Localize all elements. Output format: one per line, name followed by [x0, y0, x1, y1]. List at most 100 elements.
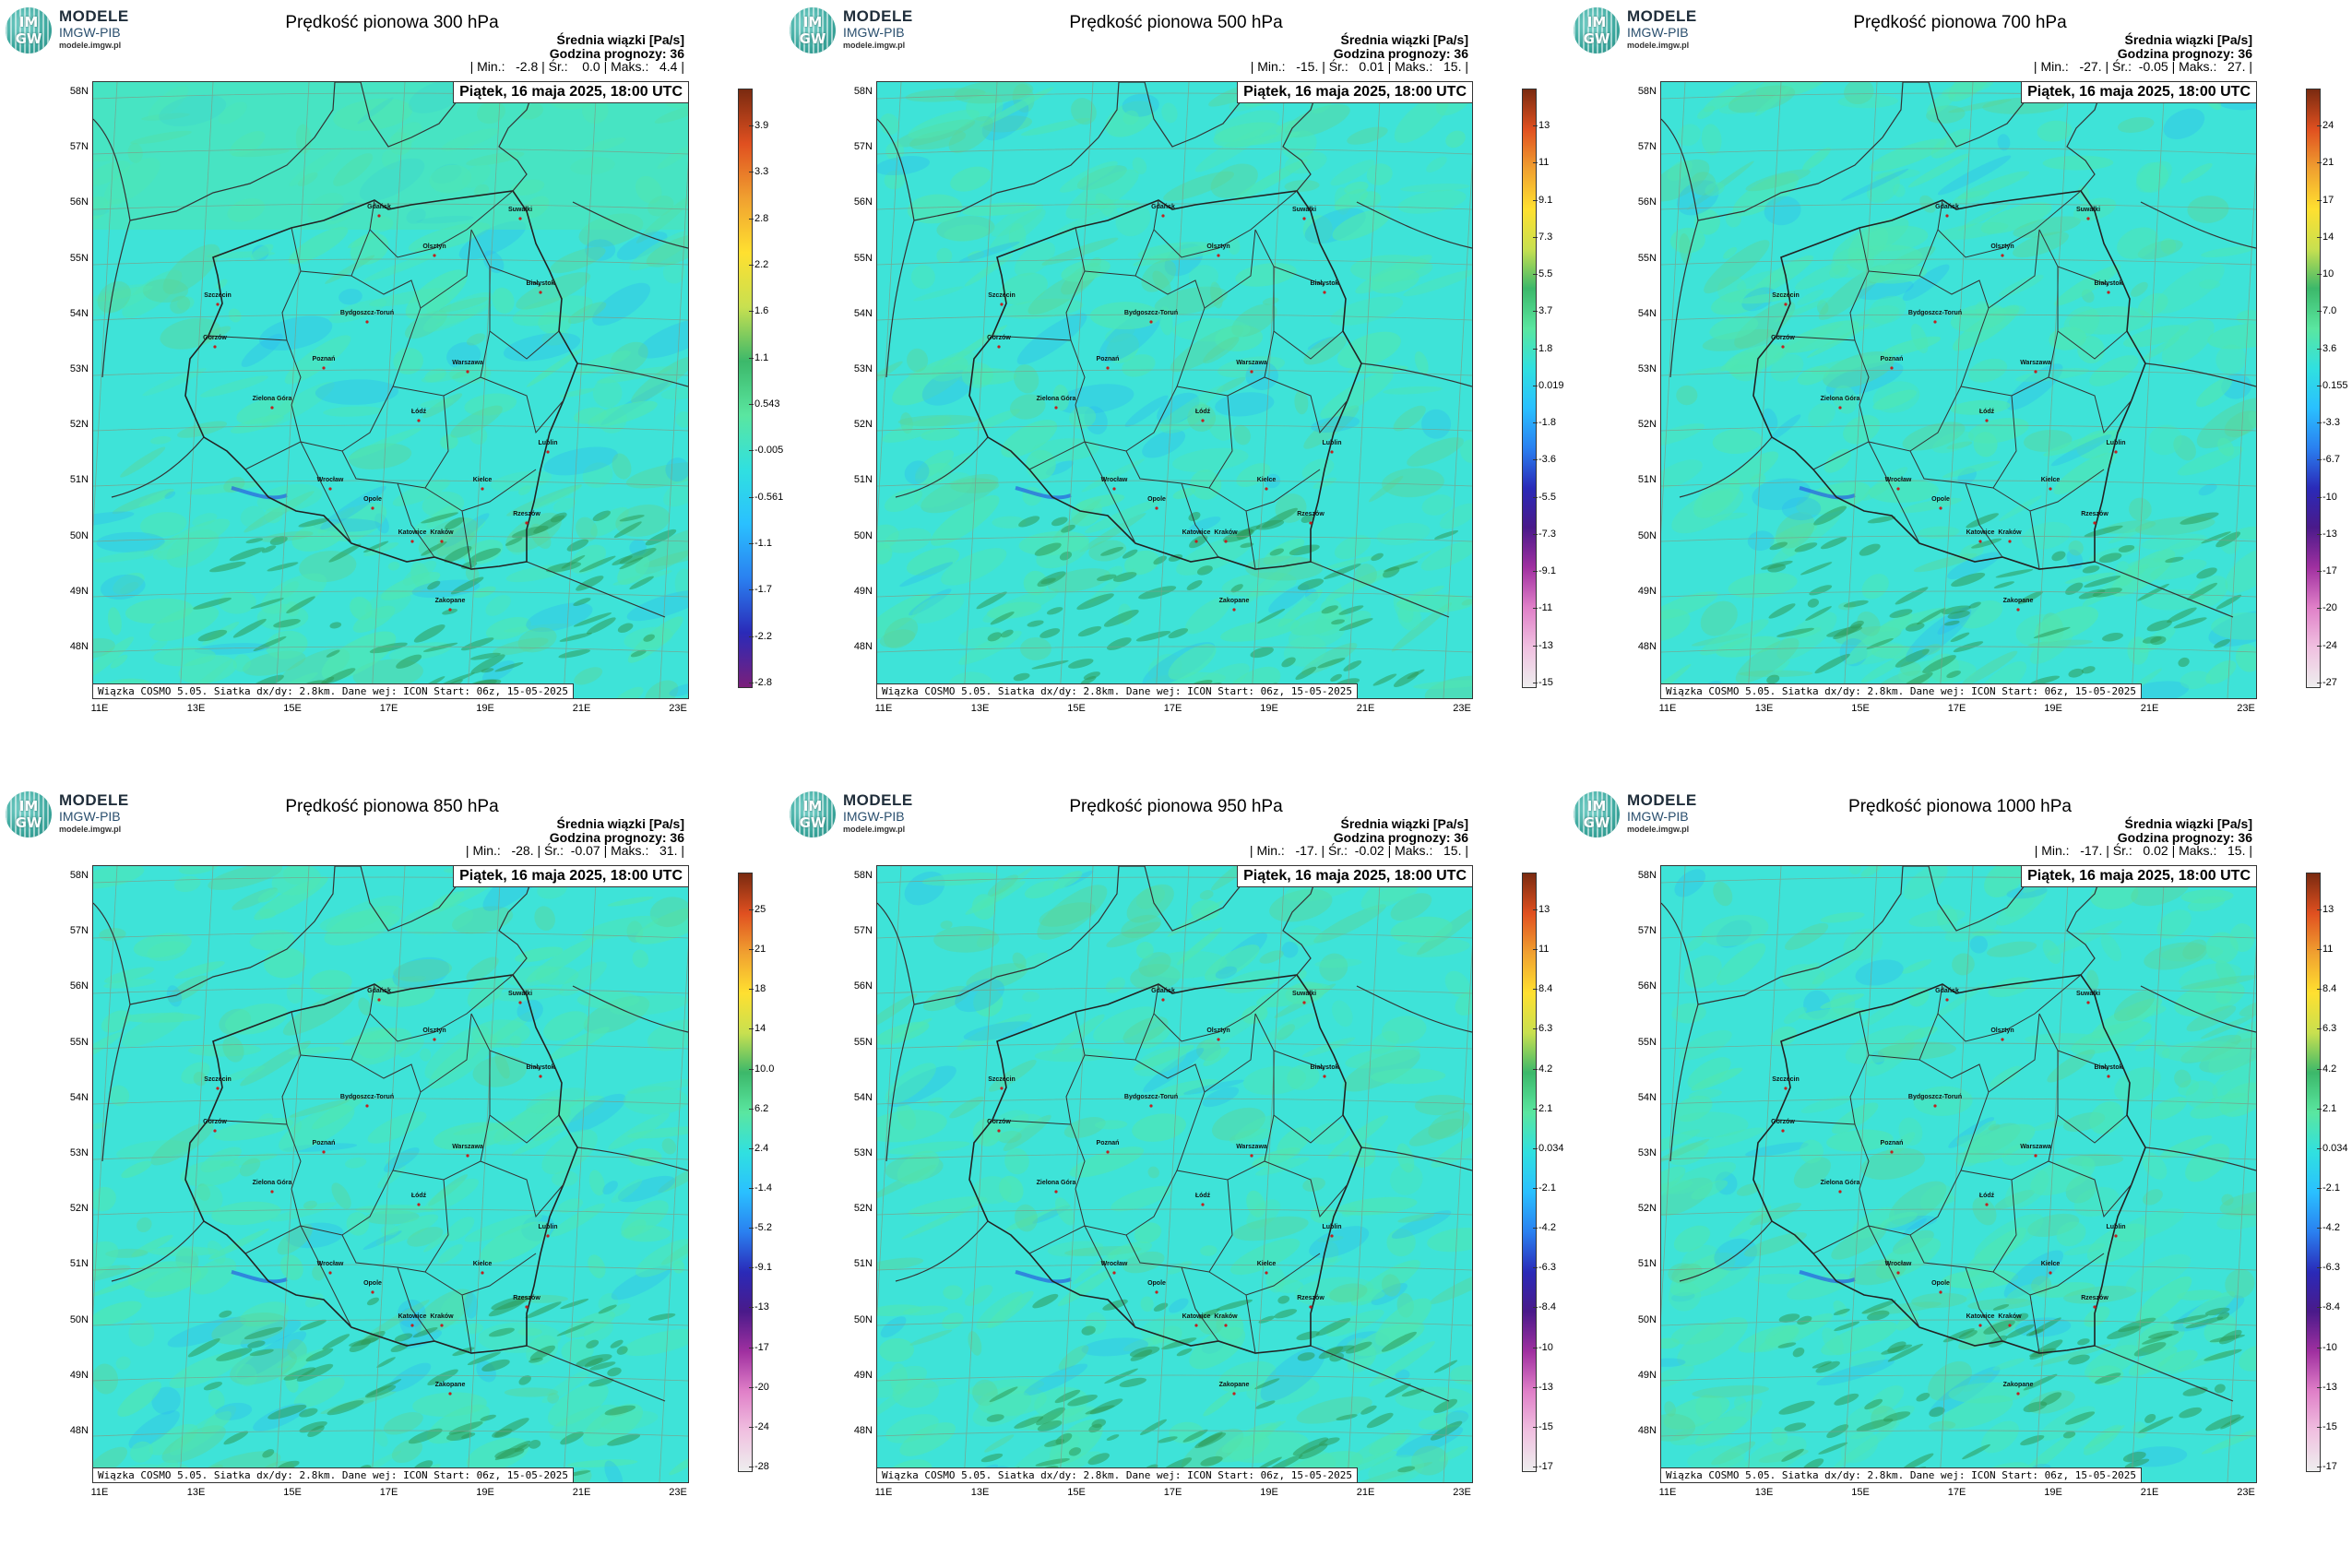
colorbar-tick-mark — [749, 1228, 754, 1229]
model-credit: Wiązka COSMO 5.05. Siatka dx/dy: 2.8km. … — [1661, 1467, 2142, 1482]
colorbar-tick-label: 2.1 — [1538, 1102, 1553, 1114]
logo-url: modele.imgw.pl — [843, 41, 906, 50]
city-label: Gdańsk — [367, 204, 391, 210]
colorbar — [738, 89, 753, 688]
colorbar-tick-label: -1.8 — [1538, 417, 1556, 429]
city-label: Kraków — [430, 529, 454, 536]
latitude-label: 58N — [1637, 86, 1657, 97]
city-marker — [2107, 1075, 2110, 1078]
logo-url: modele.imgw.pl — [843, 825, 906, 834]
colorbar-tick-mark — [2317, 199, 2322, 201]
city-label: Gdańsk — [1151, 204, 1175, 210]
colorbar-tick-mark — [1533, 1267, 1538, 1269]
logo-stripes — [6, 791, 52, 837]
valid-time-box: Piątek, 16 maja 2025, 18:00 UTC — [453, 82, 688, 103]
latitude-label: 53N — [1637, 363, 1657, 374]
latitude-label: 57N — [853, 925, 873, 937]
model-credit: Wiązka COSMO 5.05. Siatka dx/dy: 2.8km. … — [93, 1467, 574, 1482]
city-marker — [1112, 1271, 1116, 1275]
city-marker — [322, 366, 326, 370]
latitude-label: 58N — [1637, 870, 1657, 881]
city-marker — [216, 1087, 220, 1090]
logo-mark: IM GW — [15, 14, 42, 47]
latitude-label: 57N — [69, 141, 89, 153]
latitude-label: 53N — [69, 1147, 89, 1158]
colorbar-tick-mark — [2317, 1147, 2322, 1149]
city-marker — [525, 1305, 529, 1309]
colorbar — [2306, 89, 2321, 688]
latitude-label: 57N — [853, 141, 873, 153]
stats-line: | Min.: -28. | Śr.: -0.07 | Maks.: 31. | — [465, 843, 684, 858]
colorbar-tick-mark — [2317, 422, 2322, 424]
map-area: Gdańsk Olsztyn Suwałki Białystok Szczecin Byd… — [1660, 81, 2257, 699]
city-marker — [1939, 506, 1942, 510]
colorbar-tick-label: -2.1 — [2322, 1182, 2340, 1194]
colorbar-tick-label: 7.3 — [1538, 231, 1553, 243]
colorbar — [738, 873, 753, 1472]
colorbar-tick-mark — [2317, 236, 2322, 238]
map-area: Gdańsk Olsztyn Suwałki Białystok Szczecin Byd… — [92, 865, 689, 1483]
city-label: Białystok — [1310, 280, 1338, 287]
latitude-label: 54N — [853, 307, 873, 319]
colorbar-tick-label: 0.034 — [1538, 1142, 1564, 1154]
city-label: Gorzów — [987, 335, 1011, 341]
colorbar-tick-label: -15 — [2322, 1420, 2337, 1432]
city-marker — [546, 1234, 550, 1238]
city-label: Kielce — [2041, 1261, 2061, 1267]
colorbar-tick-label: 13 — [1538, 904, 1550, 915]
map-panel: IM GW MODELE IMGW-PIB modele.imgw.pl Prędkoś… — [0, 784, 784, 1568]
city-marker — [2107, 291, 2110, 294]
city-marker — [1217, 254, 1220, 257]
colorbar-tick-mark — [2317, 496, 2322, 498]
city-label: Gorzów — [1771, 335, 1795, 341]
panel-info: Średnia wiązki [Pa/s] Godzina prognozy: 3… — [1251, 33, 1468, 74]
colorbar-tick-label: -13 — [2322, 528, 2337, 540]
colorbar-tick-label: 6.3 — [1538, 1023, 1553, 1035]
city-marker — [1054, 1190, 1058, 1194]
latitude-label: 52N — [1637, 419, 1657, 431]
city-label: Lublin — [2107, 1224, 2126, 1230]
colorbar-tick-label: -6.3 — [1538, 1262, 1556, 1274]
latitude-label: 52N — [69, 419, 89, 431]
city-marker — [1838, 1190, 1842, 1194]
logo-mark: IM GW — [799, 798, 826, 831]
logo-stripes — [790, 7, 836, 53]
latitude-label: 58N — [69, 870, 89, 881]
city-marker — [997, 1129, 1001, 1133]
city-marker — [2049, 487, 2052, 491]
colorbar-tick-label: 25 — [754, 904, 766, 915]
city-marker — [1939, 1290, 1942, 1294]
colorbar-tick-mark — [1533, 909, 1538, 910]
colorbar-tick-mark — [1533, 1386, 1538, 1388]
colorbar-tick-label: -13 — [1538, 639, 1553, 651]
colorbar-tick-mark — [749, 218, 754, 220]
city-marker — [1896, 487, 1900, 491]
city-label: Białystok — [2094, 1064, 2122, 1071]
longitude-label: 13E — [186, 1487, 206, 1498]
colorbar-tick-mark — [1533, 125, 1538, 126]
colorbar-tick-label: -17 — [754, 1341, 769, 1353]
city-label: Kraków — [1214, 1313, 1238, 1320]
units-label: Średnia wiązki [Pa/s] — [1340, 32, 1469, 47]
city-label: Gorzów — [987, 1119, 1011, 1125]
colorbar-tick-label: 6.3 — [2322, 1023, 2337, 1035]
longitude-label: 13E — [1754, 1487, 1774, 1498]
city-marker — [518, 217, 522, 220]
colorbar-tick-mark — [1533, 348, 1538, 350]
colorbar-tick-label: 7.0 — [2322, 305, 2337, 317]
city-marker — [2093, 1305, 2097, 1309]
latitude-label: 49N — [1637, 585, 1657, 597]
map-svg: Gdańsk Olsztyn Suwałki Białystok Szczecin Byd… — [1661, 82, 2256, 698]
city-label: Wrocław — [317, 1261, 344, 1267]
city-label: Zielona Góra — [1037, 1180, 1076, 1186]
colorbar-tick-mark — [749, 589, 754, 591]
colorbar-tick-label: -20 — [754, 1381, 769, 1393]
latitude-label: 55N — [69, 252, 89, 264]
city-marker — [417, 419, 421, 422]
latitude-label: 49N — [69, 585, 89, 597]
city-marker — [1309, 521, 1313, 525]
logo-mark: IM GW — [799, 14, 826, 47]
city-marker — [1323, 1075, 1326, 1078]
city-label: Bydgoszcz-Toruń — [1124, 310, 1178, 316]
city-label: Zielona Góra — [1821, 396, 1860, 402]
